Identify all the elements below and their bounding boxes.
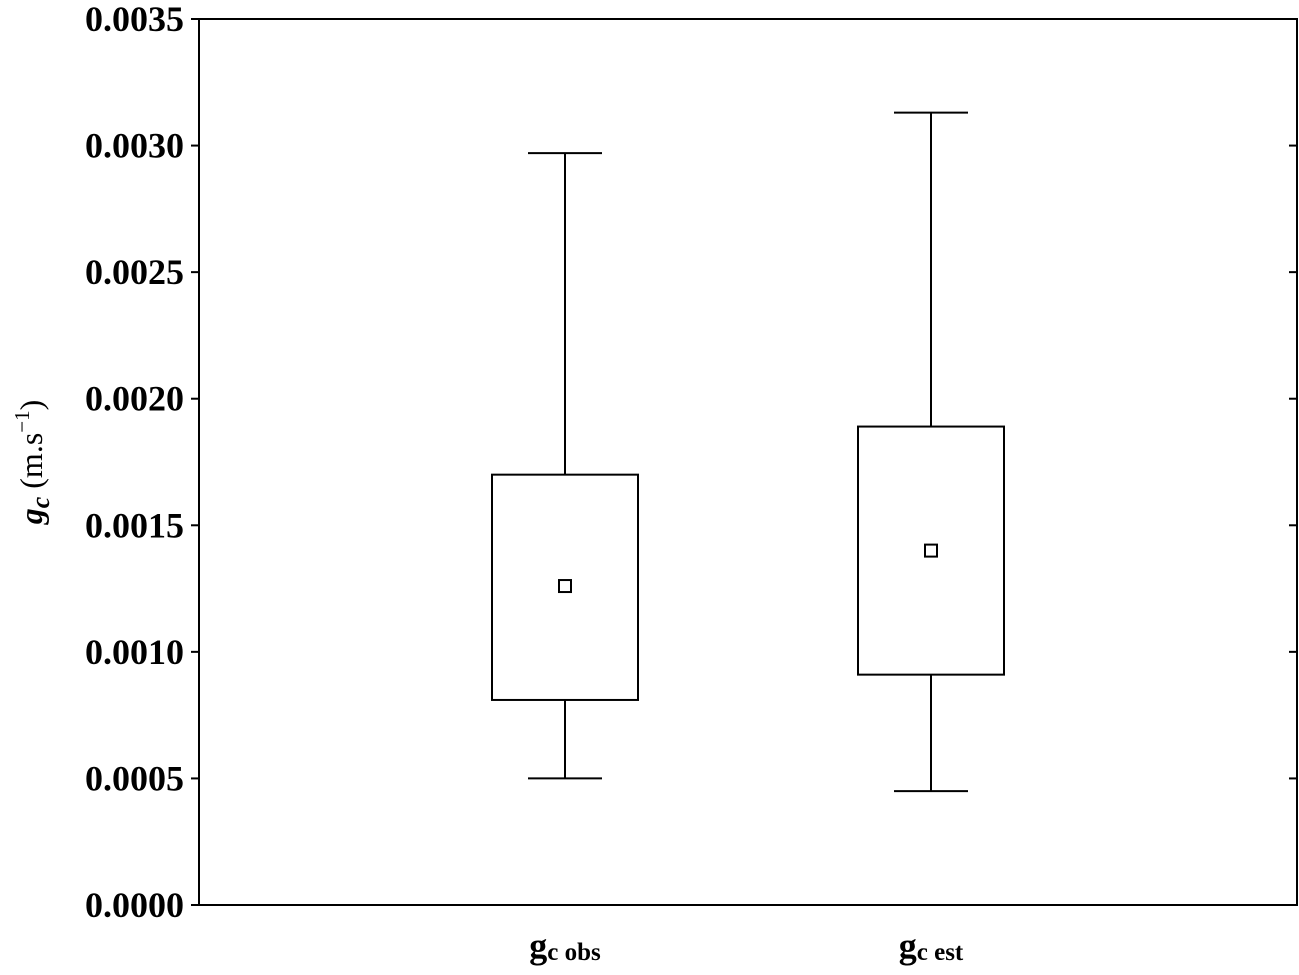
y-axis-label-unit-exponent: −1 <box>10 410 34 432</box>
boxes <box>491 111 1005 793</box>
x-category-label-subscript: c est <box>917 939 964 966</box>
y-axis-label-subscript: c <box>26 496 55 508</box>
y-axis-label-unit: (m.s <box>13 433 49 497</box>
y-tick-label: 0.0000 <box>85 885 184 925</box>
x-category-label: gc est <box>899 926 964 966</box>
y-tick-label: 0.0005 <box>85 758 184 798</box>
y-tick-label: 0.0020 <box>85 379 184 419</box>
y-axis-label-unit-close: ) <box>13 400 49 411</box>
y-tick-label: 0.0025 <box>85 252 184 292</box>
x-category-label-base: g <box>899 926 917 966</box>
box-group <box>857 111 1005 793</box>
box-group <box>491 152 639 780</box>
x-category-label-subscript: c obs <box>547 939 601 966</box>
y-tick-label: 0.0015 <box>85 505 184 545</box>
y-axis-ticks: 0.0000 0.0005 0.0010 0.0015 0.0020 0.0025 0.00… <box>85 0 1297 925</box>
y-tick-label: 0.0010 <box>85 632 184 672</box>
x-category-label: gc obs <box>529 926 601 966</box>
axes <box>198 18 1298 906</box>
x-category-label-base: g <box>529 926 547 966</box>
plot-frame <box>198 18 1298 906</box>
mean-marker <box>924 543 938 558</box>
y-axis-label-symbol: g <box>13 508 49 525</box>
y-tick-label: 0.0035 <box>85 0 184 39</box>
mean-marker <box>558 579 572 594</box>
y-axis-label: gc (m.s−1) <box>10 400 55 526</box>
x-axis-category-labels: gc obs gc est <box>529 926 964 966</box>
y-tick-label: 0.0030 <box>85 126 184 166</box>
